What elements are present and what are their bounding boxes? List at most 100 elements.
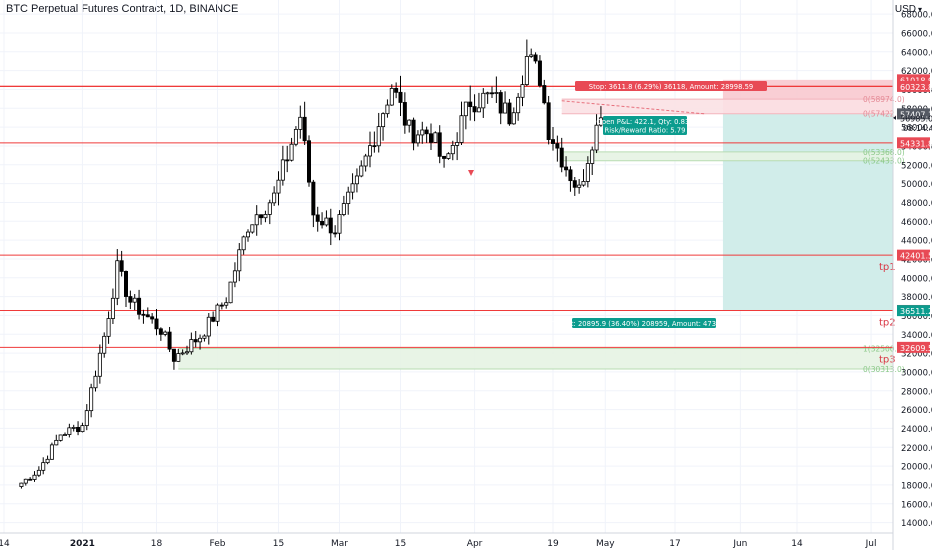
candle-body	[489, 92, 494, 95]
time-axis[interactable]: 14202118Feb15Mar15Apr19May17Jun14Jul19Au…	[0, 532, 932, 549]
candle-body	[58, 434, 63, 441]
price-label-text: 32609.5	[900, 344, 932, 353]
candle-body	[503, 102, 508, 114]
candle-body	[272, 192, 277, 204]
candle-body	[93, 375, 98, 389]
candle-body	[128, 296, 133, 303]
candle-body	[89, 387, 94, 412]
candle-body	[546, 102, 551, 140]
price-label-bg	[897, 108, 930, 120]
candle-body	[263, 214, 268, 219]
price-label-red: 32609.5	[897, 341, 932, 353]
candle-body	[485, 92, 490, 95]
candle-body	[241, 236, 246, 251]
candle-body	[49, 444, 54, 460]
candle-body	[363, 155, 368, 167]
candle-body	[533, 54, 538, 62]
candle-body	[359, 165, 364, 177]
price-label-text: 60323.8	[900, 83, 932, 92]
candle-body	[198, 337, 203, 343]
x-tick-label: 14	[791, 539, 803, 549]
x-tick-label: 2021	[70, 539, 95, 549]
candle-body	[507, 102, 512, 125]
alert-arrow-icon	[468, 170, 474, 176]
candle-body	[202, 335, 207, 339]
candle-body	[437, 132, 442, 157]
faint-level-label: 0(30313.0)	[863, 365, 905, 374]
countdown-label: 08:14:44	[903, 124, 932, 133]
price-label-bg	[897, 305, 930, 317]
y-tick-label: 52000.0	[901, 161, 932, 171]
candle-body	[420, 129, 425, 136]
y-tick-label: 40000.0	[901, 274, 932, 284]
y-tick-label: 50000.0	[901, 180, 932, 190]
y-tick-label: 14000.0	[901, 519, 932, 529]
candle-body	[463, 101, 468, 117]
price-label-red: 42401.5	[897, 249, 932, 261]
candle-body	[71, 426, 76, 429]
candle-body	[167, 331, 172, 350]
chevron-down-icon: ▾	[917, 5, 922, 14]
level-tag: tp3	[879, 354, 896, 365]
candle-body	[45, 458, 50, 464]
candle-body	[23, 478, 28, 484]
candle-body	[459, 115, 464, 143]
y-tick-label: 38000.0	[901, 293, 932, 303]
candle-body	[193, 339, 198, 343]
candle-body	[524, 56, 529, 85]
candle-body	[555, 143, 560, 149]
candle-body	[394, 88, 399, 93]
candle-body	[219, 304, 224, 307]
y-tick-label: 46000.0	[901, 218, 932, 228]
candle-body	[581, 181, 586, 186]
candle-body	[333, 232, 338, 235]
stop-label-bg	[575, 81, 767, 91]
candle-body	[320, 221, 325, 226]
zones: 0(58974.0) 0(57422.1) 0(53368.0)0(52433.0)…	[178, 79, 905, 374]
x-tick-label: Mar	[331, 539, 348, 549]
candle-body	[137, 297, 142, 315]
price-axis[interactable]: 14000.0 16000.0 18000.0 20000.0 22000.0 24000…	[892, 0, 932, 550]
candle-body	[398, 91, 403, 103]
y-tick-label: 34000.0	[901, 331, 932, 341]
price-label-bg	[897, 74, 930, 86]
candle-body	[564, 166, 569, 171]
y-tick-label: 30000.0	[901, 368, 932, 378]
candle-body	[385, 104, 390, 115]
candle-body	[328, 217, 333, 234]
target-label: Target: 20895.9 (36.40%) 208959, Amount:…	[552, 318, 735, 328]
candle-body	[158, 328, 163, 335]
y-tick-label: 16000.0	[901, 500, 932, 510]
candle-body	[311, 181, 316, 216]
x-tick-label: 15	[395, 539, 406, 549]
candle-body	[189, 339, 194, 353]
candle-body	[472, 106, 477, 113]
candle-body	[350, 183, 355, 193]
candle-body	[559, 147, 564, 168]
candle-body	[293, 129, 298, 145]
candle-body	[184, 351, 189, 354]
candle-body	[407, 119, 412, 126]
x-tick-label: 18	[151, 539, 163, 549]
candle-body	[590, 149, 595, 164]
candle-body	[215, 304, 220, 322]
candle-body	[529, 54, 534, 57]
candle-body	[245, 231, 250, 238]
candle-body	[280, 159, 285, 181]
level-tag: tp1	[879, 262, 896, 273]
y-tick-label: 44000.0	[901, 237, 932, 247]
candle-body	[285, 159, 290, 162]
price-label-red: 54331.8	[897, 137, 932, 149]
candle-body	[119, 260, 124, 272]
target-label-bg	[572, 318, 716, 328]
candle-body	[498, 92, 503, 114]
currency-selector[interactable]: USD ▾	[895, 4, 922, 15]
candle-body	[254, 214, 259, 226]
price-label-bg	[897, 249, 930, 261]
candle-body	[32, 474, 37, 480]
candle-body	[476, 107, 481, 113]
price-label-red: 60323.8	[897, 80, 932, 92]
candle-body	[577, 184, 582, 188]
y-tick-label: 36000.0	[901, 312, 932, 322]
